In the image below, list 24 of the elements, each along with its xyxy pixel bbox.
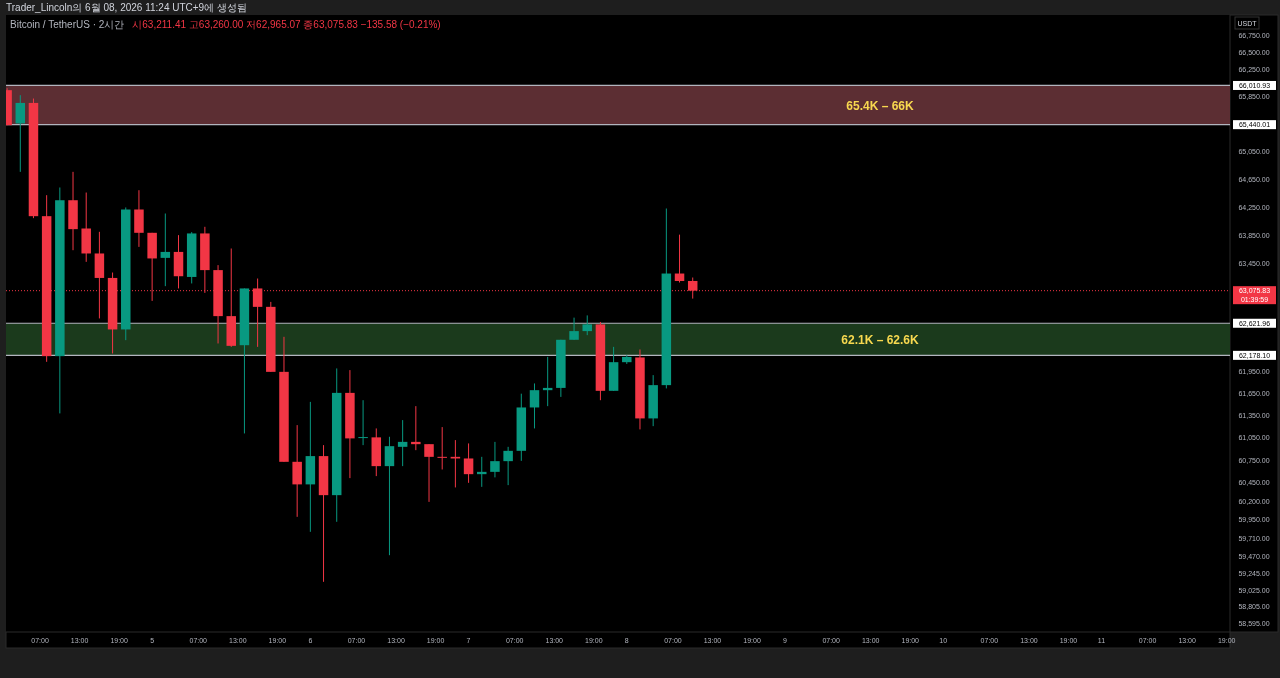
candlestick	[397, 419, 408, 467]
candlestick	[358, 399, 368, 446]
candlestick	[477, 456, 487, 488]
band-label: 62.1K – 62.6K	[841, 332, 920, 347]
candlestick	[384, 436, 395, 556]
candlestick	[437, 426, 447, 470]
candlestick	[569, 317, 579, 341]
chart-subtitle: 시63,211.41 고63,260.00 저62,965.07 종63,075.83 −135.58 (−0.21%)	[132, 19, 441, 30]
chart-title: Bitcoin / TetherUS · 2시간	[10, 19, 125, 30]
text: Trader_Lincoln의 6월 08, 2026 11:24 UTC+9에 생성됨	[6, 2, 247, 13]
candlestick	[424, 443, 434, 503]
candlestick	[490, 441, 500, 478]
candlestick	[134, 189, 144, 248]
candlestick	[687, 277, 698, 300]
candlestick	[463, 442, 474, 484]
candlestick	[529, 382, 540, 429]
candlestick	[582, 314, 592, 336]
candlestick	[160, 213, 171, 287]
candlestick	[15, 94, 26, 173]
candlestick	[252, 278, 263, 348]
band-label: 65.4K – 66K	[846, 98, 915, 113]
candlestick	[503, 446, 513, 486]
candlestick	[292, 424, 302, 518]
candlestick	[411, 405, 421, 451]
